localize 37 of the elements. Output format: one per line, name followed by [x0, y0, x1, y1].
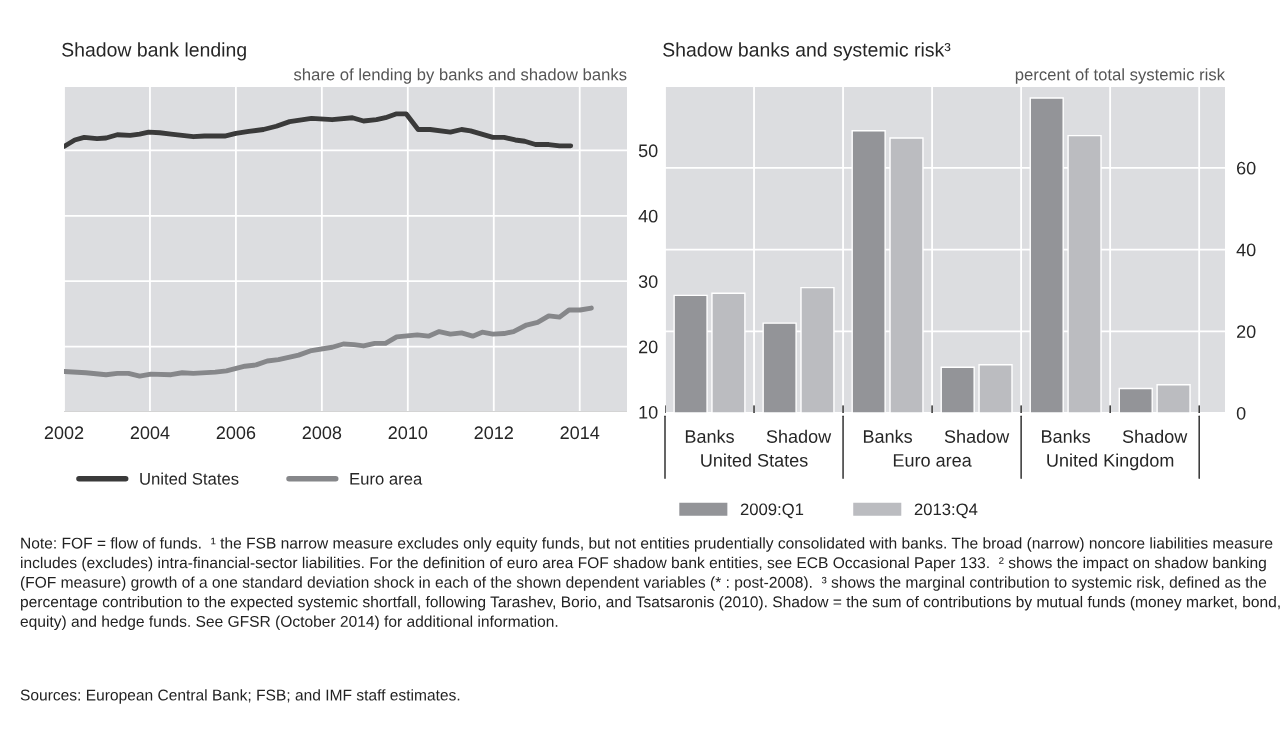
text: Note: FOF = flow of funds. ¹ the FSB narrow measure excludes only equity funds, but not entities prudentially consolidated with banks. The broad (narrow) noncore liabilities measure includes (excludes) intra-financial-sector liabilities. For the definition of euro area FOF shadow bank entities, see ECB Occasional Paper 133. ² shows the impact on shadow banking (FOF measure) growth of a one standard deviation shock in each of the shown dependent variables (* : post-2008). ³ shows the marginal contribution to systemic risk, defined as the percentage contribution to the expected systemic shortfall, following Tarashev, Borio, and Tsatsaronis (2010). Shadow = the sum of contributions by mutual funds (money market, bond, equity) and hedge funds. See GFSR (October 2014) for additional information. [20, 537, 1280, 631]
y-tick-label: 10 [639, 405, 658, 419]
y-tick-label: 60 [1237, 161, 1256, 175]
x-tick-label: Banks [685, 429, 734, 443]
y-axis-title: share of lending by banks and shadow banks [293, 68, 627, 84]
y-tick-label: 30 [638, 275, 658, 288]
x-tick-label: Banks [1042, 429, 1091, 443]
x-tick-label: 2010 [388, 426, 428, 440]
x-tick-label: 2002 [44, 426, 84, 440]
chart-title: Shadow bank lending [62, 42, 246, 61]
text: Euro area [893, 454, 972, 467]
x-tick-label: 2012 [474, 426, 513, 440]
chart-title: Shadow banks and systemic risk³ [663, 42, 951, 61]
x-tick-label: 2008 [302, 426, 342, 440]
x-tick-label: Banks [863, 429, 913, 443]
y-axis-title: percent of total systemic risk [1015, 68, 1226, 84]
legend-label: United States [140, 472, 239, 485]
legend-label: Euro area [350, 473, 423, 485]
x-tick-label: Shadow [944, 429, 1010, 443]
line-series [64, 111, 574, 149]
legend-label: 2013:Q4 [914, 503, 978, 519]
x-tick-label: Shadow [1122, 429, 1188, 443]
x-tick-label: 2014 [560, 426, 600, 440]
text: United States [701, 453, 808, 467]
line-series [64, 305, 594, 379]
x-tick-label: 2004 [130, 426, 170, 440]
y-tick-label: 50 [638, 144, 658, 158]
source-note: Sources: European Central Bank; FSB; and IMF staff estimates. [20, 689, 460, 704]
text: United Kingdom [1047, 453, 1174, 471]
x-tick-label: 2006 [216, 426, 256, 440]
legend-label: 2009:Q1 [740, 503, 804, 519]
y-tick-label: 40 [638, 209, 658, 223]
y-tick-label: 40 [1236, 243, 1256, 257]
y-tick-label: 20 [1237, 325, 1256, 339]
x-tick-label: Shadow [766, 429, 832, 443]
y-tick-label: 20 [639, 340, 658, 354]
y-tick-label: 0 [1236, 406, 1246, 420]
